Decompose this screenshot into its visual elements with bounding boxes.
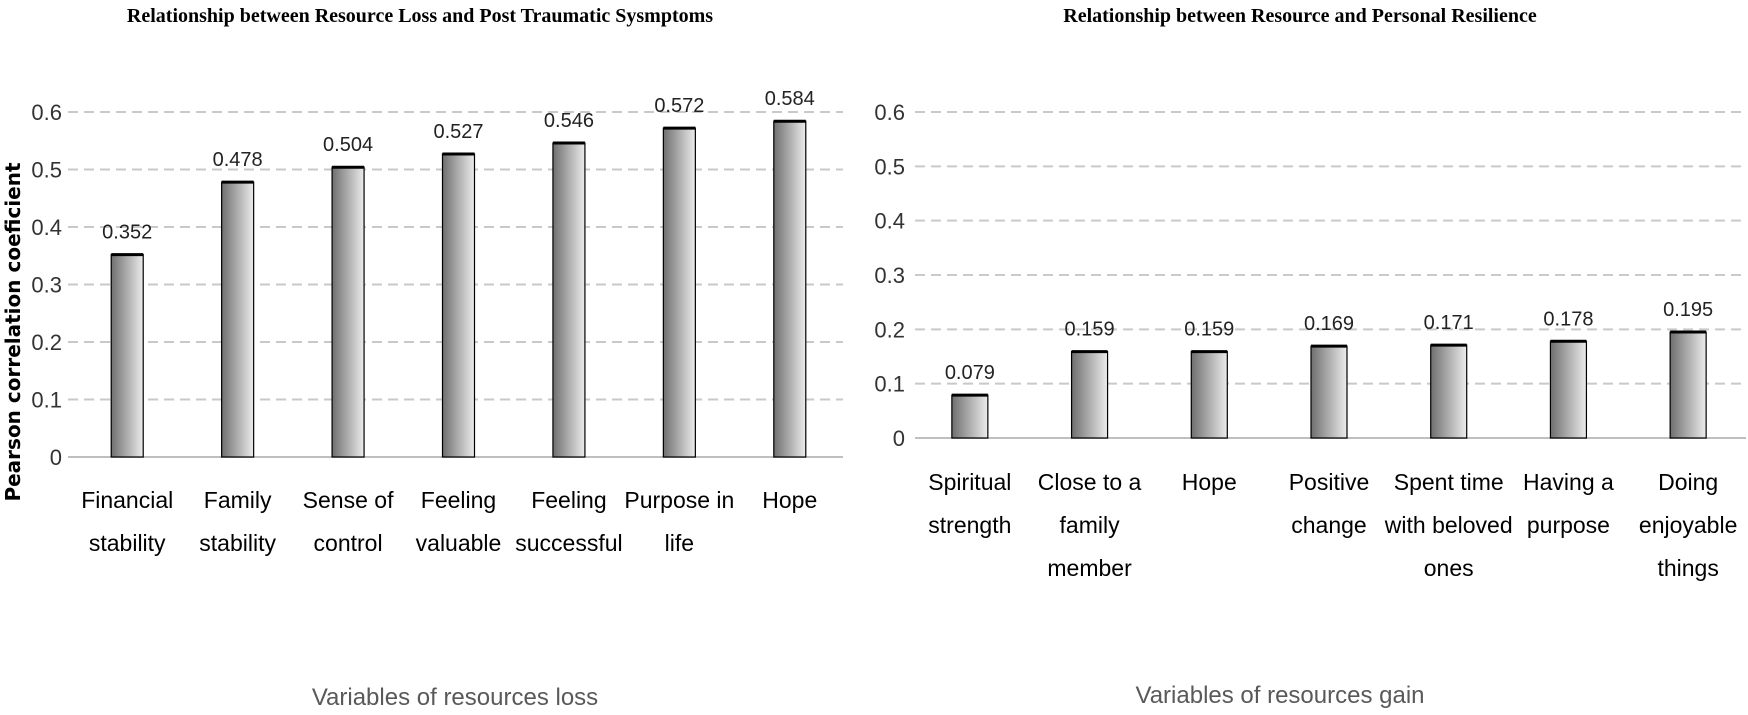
right-data-label: 0.079 [945, 362, 995, 384]
left-category-label: Financial stability [81, 487, 173, 556]
left-data-label: 0.478 [213, 149, 263, 171]
right-category-label-line: Doing [1658, 469, 1718, 495]
right-y-tick-label: 0.2 [874, 317, 905, 342]
left-category-label-line: Feeling [421, 487, 496, 513]
right-bar [1070, 351, 1109, 439]
right-category-label-line: strength [928, 512, 1011, 538]
left-bar [552, 142, 586, 458]
right-category-label-line: enjoyable [1639, 512, 1737, 538]
left-category-label-line: Sense of [303, 487, 394, 513]
left-data-label: 0.546 [544, 110, 594, 132]
left-y-tick-label: 0.1 [31, 388, 62, 413]
left-category-label-line: Financial [81, 487, 173, 513]
right-bar [1190, 351, 1228, 439]
right-category-label-line: member [1047, 555, 1132, 581]
left-data-label: 0.504 [323, 134, 373, 156]
left-bar [441, 153, 476, 458]
right-category-label-line: Hope [1182, 469, 1237, 495]
left-y-tick-label: 0.5 [31, 158, 62, 183]
right-category-label-line: things [1657, 555, 1718, 581]
right-y-tick-label: 0.3 [874, 263, 905, 288]
chart-left: Relationship between Resource Loss and P… [1, 5, 843, 711]
left-data-label: 0.584 [765, 88, 815, 110]
right-category-label-line: with beloved [1384, 512, 1513, 538]
right-category-label-line: Positive [1289, 469, 1370, 495]
right-category-label: Positive change [1289, 469, 1370, 538]
left-bar [331, 166, 365, 458]
chart-right: Relationship between Resource and Person… [874, 5, 1746, 709]
left-category-label: Feeling valuable [416, 487, 502, 556]
left-category-label-line: stability [199, 530, 276, 556]
left-category-label-line: successful [515, 530, 622, 556]
right-category-label: Spent time with beloved ones [1384, 469, 1513, 581]
left-category-label-line: valuable [416, 530, 502, 556]
left-category-label: Hope [762, 487, 817, 513]
right-data-label: 0.159 [1184, 319, 1234, 341]
left-bar [221, 181, 255, 458]
left-category-label: Family stability [199, 487, 276, 556]
left-y-tick-label: 0.3 [31, 273, 62, 298]
right-y-tick-label: 0.6 [874, 100, 905, 125]
left-y-tick-label: 0.4 [31, 215, 62, 240]
left-data-label: 0.572 [654, 95, 704, 117]
right-data-label: 0.159 [1065, 319, 1115, 341]
left-category-label: Purpose in life [624, 487, 734, 556]
right-bar [1310, 345, 1348, 439]
chart-right-title: Relationship between Resource and Person… [1063, 5, 1537, 27]
left-category-label-line: Hope [762, 487, 817, 513]
left-data-label: 0.352 [102, 222, 152, 244]
chart-right-x-axis-title: Variables of resources gain [1135, 682, 1424, 709]
left-category-label: Sense of control [303, 487, 394, 556]
right-category-label-line: Having a [1523, 469, 1614, 495]
right-bar [1549, 340, 1588, 439]
left-data-label: 0.527 [433, 121, 483, 143]
right-category-label: Close to a family member [1038, 469, 1142, 581]
right-category-label-line: Spent time [1394, 469, 1504, 495]
right-category-label-line: Spiritual [928, 469, 1011, 495]
left-category-label-line: life [665, 530, 694, 556]
left-bar [773, 120, 807, 458]
left-category-label-line: control [314, 530, 383, 556]
right-bar [951, 394, 989, 439]
left-category-label: Feeling successful [515, 487, 622, 556]
right-category-label-line: ones [1424, 555, 1474, 581]
chart-left-x-axis-title: Variables of resources loss [312, 684, 598, 711]
right-data-label: 0.171 [1424, 312, 1474, 334]
right-category-label-line: Close to a [1038, 469, 1142, 495]
left-category-label-line: stability [89, 530, 166, 556]
right-y-tick-label: 0.4 [874, 209, 905, 234]
left-category-label-line: Feeling [531, 487, 606, 513]
right-category-label-line: change [1291, 512, 1366, 538]
left-bar [662, 127, 696, 458]
right-y-tick-label: 0.1 [874, 372, 905, 397]
right-data-label: 0.195 [1663, 299, 1713, 321]
right-bar [1430, 344, 1468, 439]
right-category-label-line: family [1060, 512, 1121, 538]
right-category-label: Hope [1182, 469, 1237, 495]
left-y-tick-label: 0.2 [31, 330, 62, 355]
left-y-tick-label: 0.6 [31, 100, 62, 125]
chart-left-y-axis-title: Pearson correlation coeficient [1, 162, 25, 502]
right-category-label: Doing enjoyable things [1639, 469, 1737, 581]
left-category-label-line: Purpose in [624, 487, 734, 513]
right-category-label: Having a purpose [1523, 469, 1614, 538]
right-data-label: 0.178 [1543, 308, 1593, 330]
right-category-label-line: purpose [1527, 512, 1610, 538]
right-bar [1669, 331, 1707, 439]
left-y-tick-label: 0 [50, 445, 62, 470]
left-category-label-line: Family [204, 487, 272, 513]
right-data-label: 0.169 [1304, 313, 1354, 335]
right-y-tick-label: 0.5 [874, 154, 905, 179]
right-category-label: Spiritual strength [928, 469, 1011, 538]
chart-left-title: Relationship between Resource Loss and P… [127, 5, 713, 27]
right-y-tick-label: 0 [893, 426, 905, 451]
left-bar [110, 254, 144, 458]
